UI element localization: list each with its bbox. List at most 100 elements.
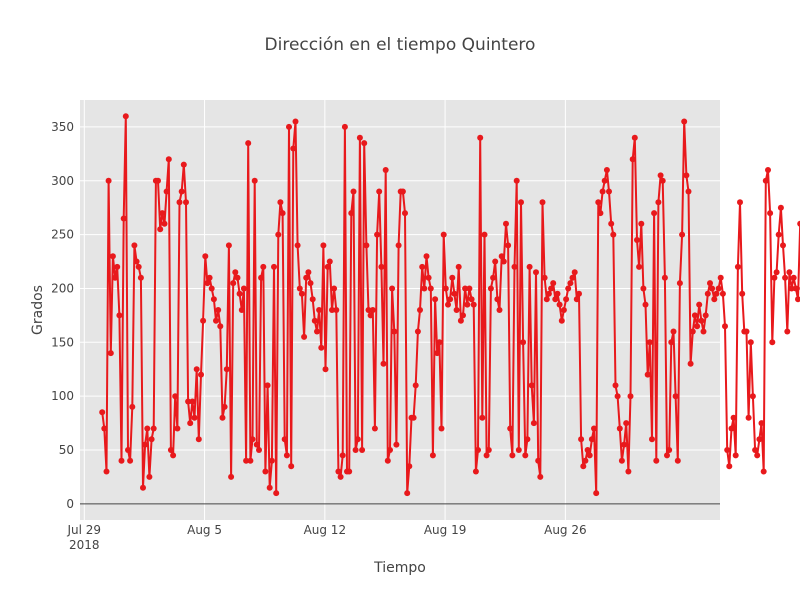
data-point [713,290,720,297]
data-point [271,263,277,270]
data-point [434,350,441,357]
data-point [691,312,698,319]
data-point [298,290,305,297]
x-axis-title: Tiempo [373,560,426,576]
data-point [414,328,421,335]
data-point [107,350,114,357]
data-point [784,328,791,335]
data-point [268,457,275,464]
data-point [560,307,567,313]
data-point [655,199,662,206]
data-point [311,317,318,324]
data-point [623,420,630,427]
data-point [743,328,750,335]
data-point [429,452,436,459]
data-point [382,167,389,173]
data-point [775,231,782,238]
data-point [217,323,224,330]
data-point [754,452,761,459]
data-point [389,285,396,292]
data-point [249,436,256,443]
data-point [578,436,585,443]
data-point [539,199,546,206]
data-point [608,220,615,227]
data-point [350,188,357,195]
data-point [522,452,529,459]
y-axis-title: Grados [30,285,46,335]
data-point [193,366,200,373]
data-point [281,436,288,443]
data-point [603,167,610,173]
data-point [730,414,737,421]
y-tick-label: 50 [59,443,74,457]
data-point [498,253,505,260]
data-point [114,263,121,270]
data-point [140,484,146,491]
y-tick-label: 0 [66,497,74,511]
data-point [573,296,580,303]
data-point [670,328,677,335]
data-point [464,301,471,308]
data-point [264,382,271,389]
data-point [348,210,355,217]
data-point [318,344,325,351]
data-point [354,436,361,443]
data-point [642,301,649,308]
data-point [262,468,269,475]
data-point [771,274,778,281]
data-point [412,382,419,389]
y-tick-label: 350 [51,120,74,134]
data-point [440,231,447,238]
data-point [696,301,703,308]
data-point [689,328,696,335]
data-point [752,447,759,453]
data-point [316,307,323,313]
data-point [792,285,799,292]
data-point [758,420,765,427]
data-point [584,447,591,453]
x-tick-sublabel: 2018 [69,538,100,552]
data-point [307,280,314,287]
data-point [616,425,623,432]
data-point [769,339,776,346]
data-point [406,463,413,470]
data-point [425,274,432,281]
data-point [187,420,194,427]
data-point [505,242,512,249]
data-point [745,414,752,421]
data-point [150,425,157,432]
data-point [277,199,284,206]
data-point [174,425,181,432]
data-point [683,172,690,179]
data-point [387,447,393,453]
data-point [273,490,280,497]
data-point [116,312,123,319]
data-point [790,274,797,281]
data-point [700,328,707,335]
data-point [384,457,391,464]
data-point [204,280,211,287]
data-point [133,258,140,265]
data-point [135,263,142,270]
data-point [167,447,174,453]
data-point [225,242,232,249]
data-point [427,285,434,292]
data-point [524,436,531,443]
data-point [732,452,739,459]
data-point [142,441,149,448]
data-point [423,253,430,260]
data-point [593,490,600,497]
data-point [234,274,241,281]
data-point [380,360,387,367]
data-point [232,269,239,276]
data-point [320,242,327,249]
data-point [131,242,138,249]
data-point [588,436,595,443]
data-point [176,199,183,206]
data-point [238,307,245,313]
x-tick-label: Aug 26 [544,523,587,537]
data-point [210,296,217,303]
data-point [762,177,769,184]
data-point [782,274,789,281]
